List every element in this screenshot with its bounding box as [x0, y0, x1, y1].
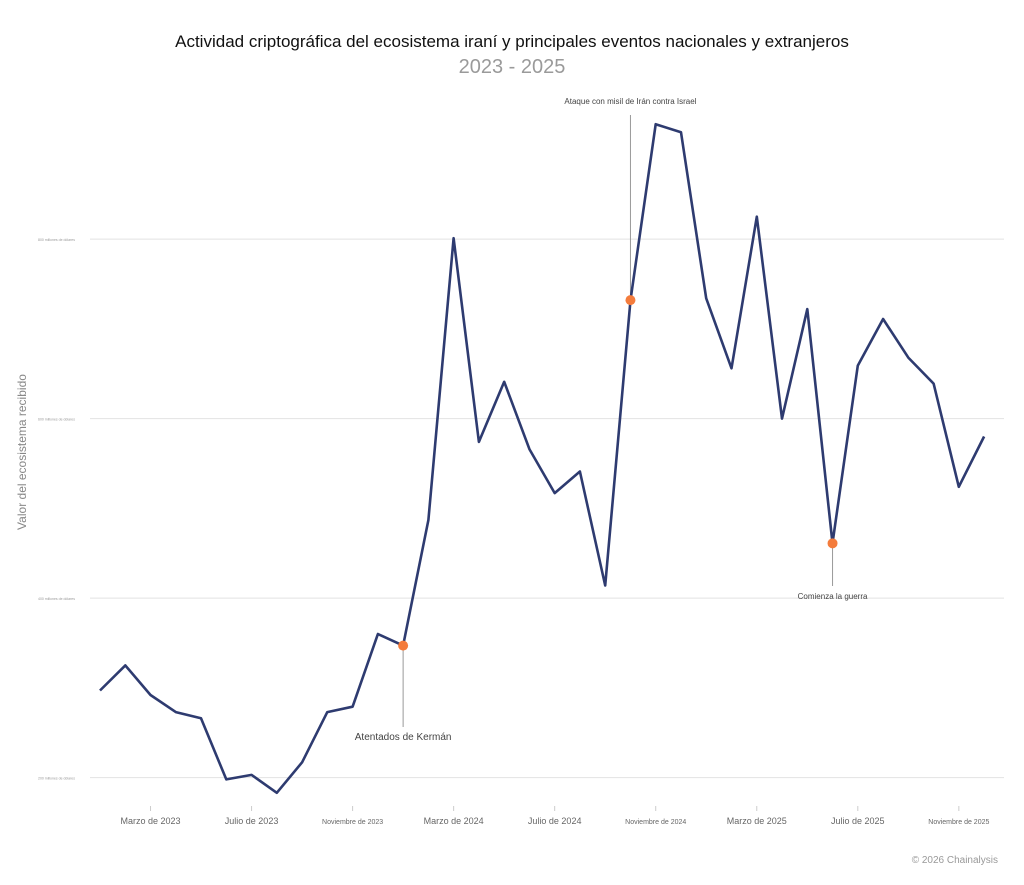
- event-marker: [398, 640, 409, 651]
- y-tick-label: 600 millones de dólares: [38, 418, 75, 422]
- x-tick-label: Marzo de 2023: [120, 816, 180, 826]
- x-tick-label: Noviembre de 2025: [928, 819, 989, 826]
- y-tick-label: 400 millones de dólares: [38, 597, 75, 601]
- annotation-label: Ataque con misil de Irán contra Israel: [564, 97, 696, 106]
- x-tick-label: Marzo de 2024: [424, 816, 484, 826]
- y-tick-label: 200 millones de dólares: [38, 777, 75, 781]
- x-tick-label: Marzo de 2025: [727, 816, 787, 826]
- event-marker: [625, 295, 636, 306]
- chart-title: Actividad criptográfica del ecosistema i…: [175, 32, 849, 51]
- annotation-label: Atentados de Kermán: [355, 732, 452, 743]
- copyright-credit: © 2026 Chainalysis: [911, 855, 998, 866]
- chart-subtitle: 2023 - 2025: [458, 56, 566, 78]
- y-tick-label: 800 millones de dólares: [38, 238, 75, 242]
- x-tick-label: Julio de 2025: [831, 816, 885, 826]
- x-tick-label: Noviembre de 2024: [625, 819, 686, 826]
- series-line: [99, 122, 986, 795]
- event-marker: [827, 538, 838, 549]
- annotation-label: Comienza la guerra: [798, 592, 868, 601]
- x-tick-label: Noviembre de 2023: [322, 819, 383, 826]
- x-tick-label: Julio de 2024: [528, 816, 582, 826]
- x-tick-label: Julio de 2023: [225, 816, 279, 826]
